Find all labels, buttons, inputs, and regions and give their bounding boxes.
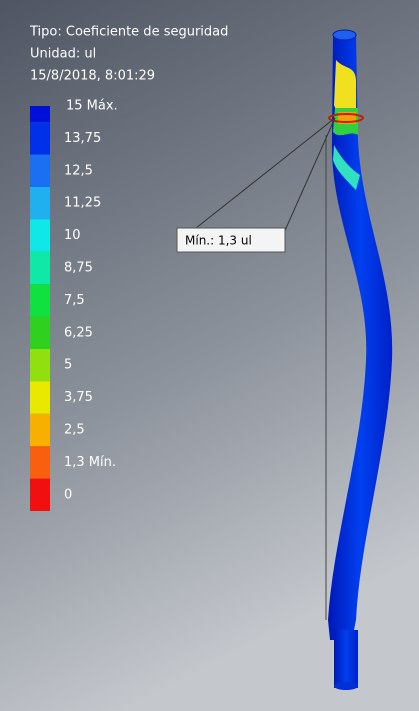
legend-swatch [30,155,50,187]
legend-label: 6,25 [64,325,93,340]
legend-label: 15 Máx. [66,99,118,114]
legend-swatch [30,317,50,349]
legend-swatch [30,219,50,251]
legend-swatch [30,284,50,316]
legend-label: 3,75 [64,390,93,405]
tube-end [334,630,358,688]
legend-label: 7,5 [64,293,85,308]
legend-swatch [30,252,50,284]
legend-label: 10 [64,228,81,243]
legend-swatch [30,414,50,446]
header-type: Tipo: Coeficiente de seguridad [29,25,228,40]
legend-swatch [30,187,50,219]
viewport: Mín.: 1,3 ul Tipo: Coeficiente de seguri… [0,0,419,711]
legend-label: 5 [64,358,72,373]
legend-label: 13,75 [64,131,101,146]
header-unit: Unidad: ul [30,47,96,62]
legend-swatch [30,446,50,478]
legend-swatch [30,122,50,154]
tube-end-cap [334,682,358,690]
header-date: 15/8/2018, 8:01:29 [30,69,155,84]
legend-label: 1,3 Mín. [64,455,116,470]
callout-label: Mín.: 1,3 ul [185,234,252,248]
tube-top [333,30,356,40]
legend-swatch [30,381,50,413]
legend-label: 11,25 [64,196,101,211]
legend-swatch [30,106,50,122]
legend-label: 2,5 [64,423,85,438]
legend-swatch [30,349,50,381]
legend-label: 0 [64,487,72,502]
callout: Mín.: 1,3 ul [177,228,285,252]
legend-swatch [30,479,50,511]
legend-label: 8,75 [64,261,93,276]
legend-label: 12,5 [64,163,93,178]
